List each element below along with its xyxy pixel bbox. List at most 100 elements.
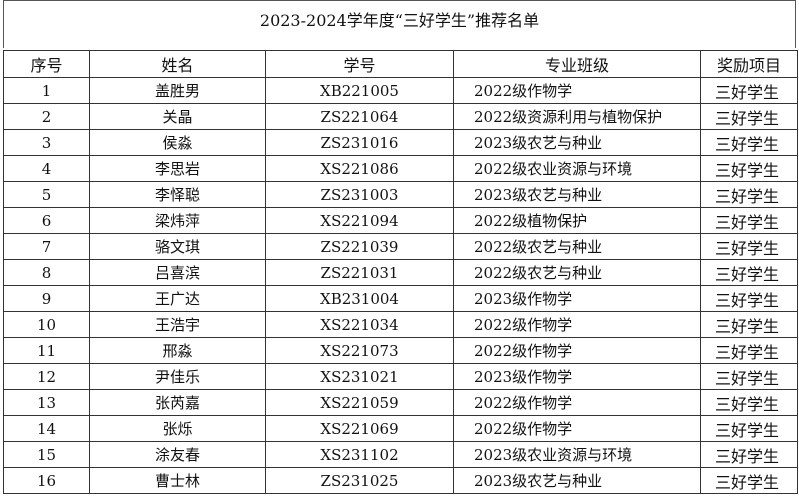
cell-award: 三好学生: [700, 415, 798, 442]
document-title: 2023-2024学年度“三好学生”推荐名单: [259, 11, 540, 30]
cell-student-id: ZS221039: [265, 233, 454, 260]
cell-index: 1: [3, 77, 90, 104]
cell-award: 三好学生: [700, 259, 798, 286]
table-row: 9 王广达 XB231004 2023级作物学 三好学生: [3, 285, 798, 312]
cell-major-class: 2023级作物学: [453, 363, 701, 390]
cell-award: 三好学生: [700, 337, 798, 364]
header-row: 序号 姓名 学号 专业班级 奖励项目: [3, 50, 798, 78]
table-row: 7 骆文琪 ZS221039 2022级农艺与种业 三好学生: [3, 233, 798, 260]
cell-award: 三好学生: [700, 103, 798, 130]
table-row: 3 侯淼 ZS231016 2023级农艺与种业 三好学生: [3, 129, 798, 156]
cell-student-id: XS221059: [265, 389, 454, 416]
cell-major-class: 2022级农艺与种业: [453, 259, 701, 286]
cell-major-class: 2022级作物学: [453, 77, 701, 104]
header-award: 奖励项目: [700, 50, 798, 78]
cell-major-class: 2022级作物学: [453, 337, 701, 364]
cell-major-class: 2023级作物学: [453, 285, 701, 312]
cell-index: 8: [3, 259, 90, 286]
table-row: 2 关晶 ZS221064 2022级资源利用与植物保护 三好学生: [3, 103, 798, 130]
cell-award: 三好学生: [700, 129, 798, 156]
cell-name: 王浩宇: [89, 311, 266, 338]
cell-student-id: XB231004: [265, 285, 454, 312]
header-index: 序号: [3, 50, 90, 78]
cell-name: 李思岩: [89, 155, 266, 182]
cell-award: 三好学生: [700, 467, 798, 494]
table-row: 10 王浩宇 XS221034 2022级作物学 三好学生: [3, 311, 798, 338]
cell-award: 三好学生: [700, 233, 798, 260]
cell-name: 梁炜萍: [89, 207, 266, 234]
cell-index: 7: [3, 233, 90, 260]
cell-award: 三好学生: [700, 77, 798, 104]
cell-index: 14: [3, 415, 90, 442]
table-row: 16 曹士林 ZS231025 2023级农艺与种业 三好学生: [3, 467, 798, 494]
cell-index: 12: [3, 363, 90, 390]
cell-student-id: XS221069: [265, 415, 454, 442]
cell-award: 三好学生: [700, 207, 798, 234]
cell-name: 张芮嘉: [89, 389, 266, 416]
cell-student-id: XS221094: [265, 207, 454, 234]
table-row: 11 邢淼 XS221073 2022级作物学 三好学生: [3, 337, 798, 364]
cell-index: 9: [3, 285, 90, 312]
table-row: 8 吕喜滨 ZS221031 2022级农艺与种业 三好学生: [3, 259, 798, 286]
table-row: 14 张烁 XS221069 2022级作物学 三好学生: [3, 415, 798, 442]
cell-major-class: 2022级作物学: [453, 311, 701, 338]
cell-index: 16: [3, 467, 90, 494]
cell-major-class: 2022级农艺与种业: [453, 233, 701, 260]
cell-student-id: XS221086: [265, 155, 454, 182]
table-row: 1 盖胜男 XB221005 2022级作物学 三好学生: [3, 77, 798, 104]
cell-award: 三好学生: [700, 363, 798, 390]
cell-major-class: 2023级农业资源与环境: [453, 441, 701, 468]
cell-name: 邢淼: [89, 337, 266, 364]
cell-major-class: 2022级作物学: [453, 415, 701, 442]
cell-major-class: 2022级作物学: [453, 389, 701, 416]
cell-name: 吕喜滨: [89, 259, 266, 286]
table-row: 15 涂友春 XS231102 2023级农业资源与环境 三好学生: [3, 441, 798, 468]
table-row: 4 李思岩 XS221086 2022级农业资源与环境 三好学生: [3, 155, 798, 182]
cell-student-id: XS221073: [265, 337, 454, 364]
cell-name: 王广达: [89, 285, 266, 312]
cell-index: 11: [3, 337, 90, 364]
cell-index: 15: [3, 441, 90, 468]
document-title-cell: 2023-2024学年度“三好学生”推荐名单: [3, 0, 796, 48]
recommendation-table: 序号 姓名 学号 专业班级 奖励项目 1 盖胜男 XB221005 2022级作物学三…: [3, 50, 798, 494]
cell-index: 6: [3, 207, 90, 234]
cell-award: 三好学生: [700, 285, 798, 312]
cell-index: 4: [3, 155, 90, 182]
cell-award: 三好学生: [700, 181, 798, 208]
cell-student-id: ZS231003: [265, 181, 454, 208]
cell-student-id: XS221034: [265, 311, 454, 338]
cell-name: 李怿聪: [89, 181, 266, 208]
cell-major-class: 2023级农艺与种业: [453, 181, 701, 208]
cell-name: 张烁: [89, 415, 266, 442]
cell-name: 涂友春: [89, 441, 266, 468]
cell-award: 三好学生: [700, 441, 798, 468]
cell-student-id: ZS221031: [265, 259, 454, 286]
cell-name: 骆文琪: [89, 233, 266, 260]
cell-major-class: 2022级农业资源与环境: [453, 155, 701, 182]
header-name: 姓名: [89, 50, 266, 78]
cell-award: 三好学生: [700, 155, 798, 182]
cell-major-class: 2022级资源利用与植物保护: [453, 103, 701, 130]
cell-name: 盖胜男: [89, 77, 266, 104]
cell-name: 曹士林: [89, 467, 266, 494]
cell-award: 三好学生: [700, 389, 798, 416]
cell-index: 10: [3, 311, 90, 338]
cell-major-class: 2023级农艺与种业: [453, 467, 701, 494]
table-row: 6 梁炜萍 XS221094 2022级植物保护 三好学生: [3, 207, 798, 234]
cell-major-class: 2022级植物保护: [453, 207, 701, 234]
cell-name: 侯淼: [89, 129, 266, 156]
cell-index: 2: [3, 103, 90, 130]
cell-student-id: XS231021: [265, 363, 454, 390]
cell-index: 13: [3, 389, 90, 416]
cell-student-id: XB221005: [265, 77, 454, 104]
table-row: 5 李怿聪 ZS231003 2023级农艺与种业 三好学生: [3, 181, 798, 208]
table-row: 13 张芮嘉 XS221059 2022级作物学 三好学生: [3, 389, 798, 416]
cell-student-id: ZS231016: [265, 129, 454, 156]
cell-index: 3: [3, 129, 90, 156]
cell-major-class: 2023级农艺与种业: [453, 129, 701, 156]
header-student-id: 学号: [265, 50, 454, 78]
cell-student-id: XS231102: [265, 441, 454, 468]
cell-name: 尹佳乐: [89, 363, 266, 390]
cell-award: 三好学生: [700, 311, 798, 338]
cell-student-id: ZS231025: [265, 467, 454, 494]
